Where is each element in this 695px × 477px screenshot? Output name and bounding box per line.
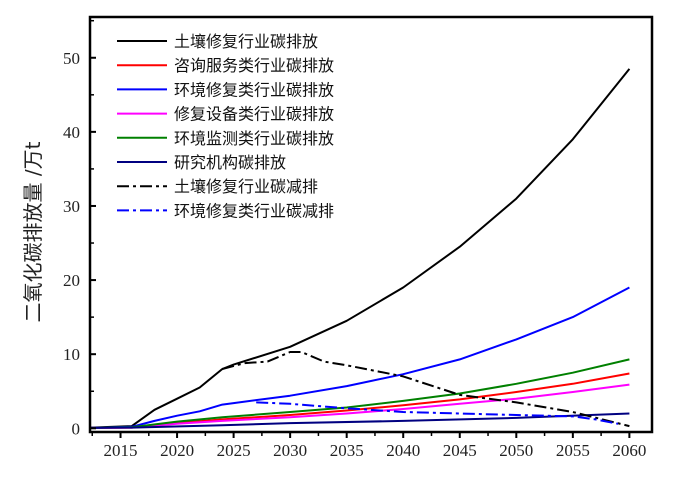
legend-label-2: 环境修复类行业碳排放 [174,80,334,99]
x-tick-label: 2045 [443,441,477,460]
x-tick-label: 2020 [160,441,194,460]
legend-label-7: 环境修复类行业碳减排 [174,201,334,220]
plot-lines [89,68,631,429]
x-tick-label: 2050 [499,441,533,460]
x-tick-label: 2035 [330,441,364,460]
series-line-5 [89,412,630,429]
x-tick-label: 2040 [386,441,420,460]
series-line-6 [222,351,630,428]
series-line-4 [89,358,630,429]
y-tick-label: 10 [63,345,80,364]
legend-label-0: 土壤修复行业碳排放 [174,32,318,51]
series-line-0 [89,68,631,429]
x-tick-label: 2025 [217,441,251,460]
legend-label-3: 修复设备类行业碳排放 [174,105,334,124]
legend: 土壤修复行业碳排放咨询服务类行业碳排放环境修复类行业碳排放修复设备类行业碳排放环… [117,32,334,220]
legend-label-1: 咨询服务类行业碳排放 [174,56,334,75]
x-tick-label: 2055 [556,441,590,460]
series-line-2 [89,286,630,429]
y-tick-label: 50 [63,49,80,68]
legend-label-6: 土壤修复行业碳减排 [174,177,318,196]
series-line-3 [89,383,630,429]
y-tick-label: 0 [72,419,81,438]
y-tick-label: 40 [63,123,80,142]
legend-label-4: 环境监测类行业碳排放 [174,129,334,148]
axes: 2015 2020 2025 2030 2035 2040 2045 2050 2055 2060… [63,15,654,460]
y-axis-label: 二氧化碳排放量 /万t [21,141,45,322]
x-tick-label: 2015 [104,441,138,460]
plot-frame [88,15,654,434]
series-line-7 [256,401,619,425]
y-tick-label: 20 [63,271,80,290]
legend-label-5: 研究机构碳排放 [174,153,286,172]
x-tick-label: 2060 [612,441,646,460]
x-tick-label: 2030 [273,441,307,460]
y-tick-label: 30 [63,197,80,216]
